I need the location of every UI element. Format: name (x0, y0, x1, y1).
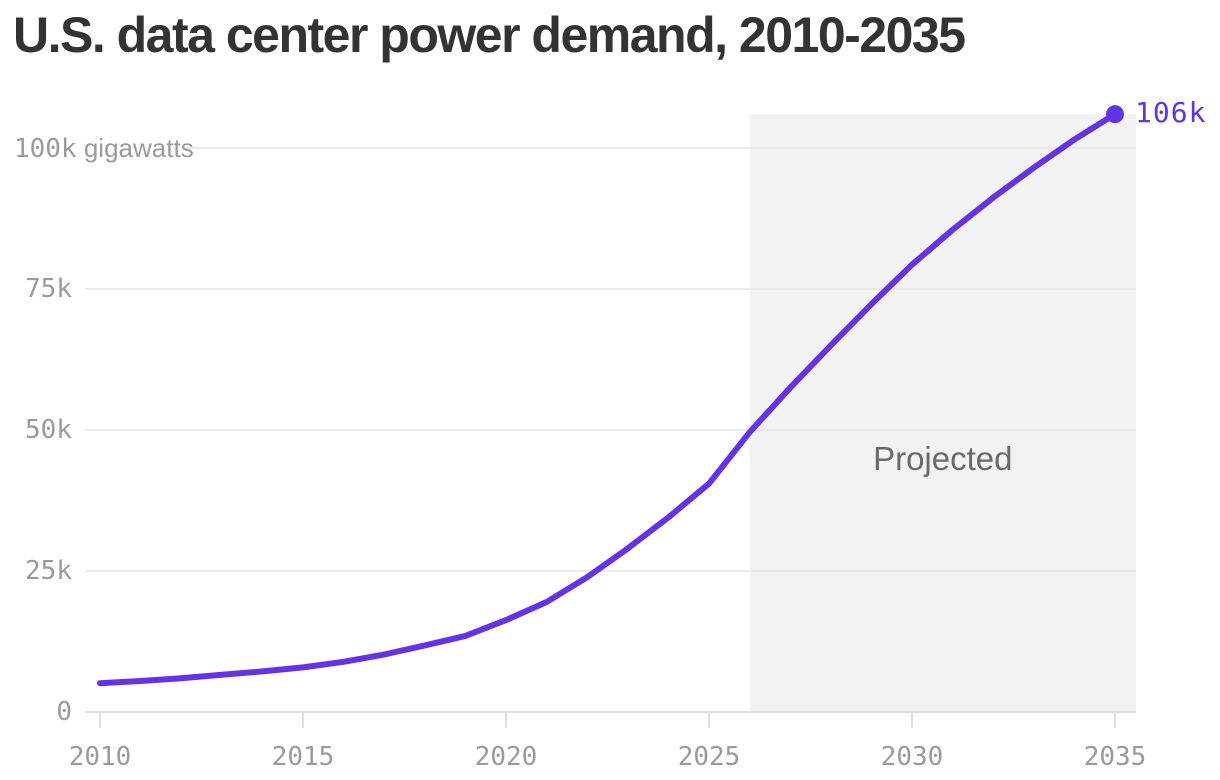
demand-line-series (97, 111, 1118, 687)
end-point-dot (1106, 105, 1124, 124)
projected-region (749, 114, 1136, 712)
chart-title: U.S. data center power demand, 2010-2035 (13, 7, 966, 63)
